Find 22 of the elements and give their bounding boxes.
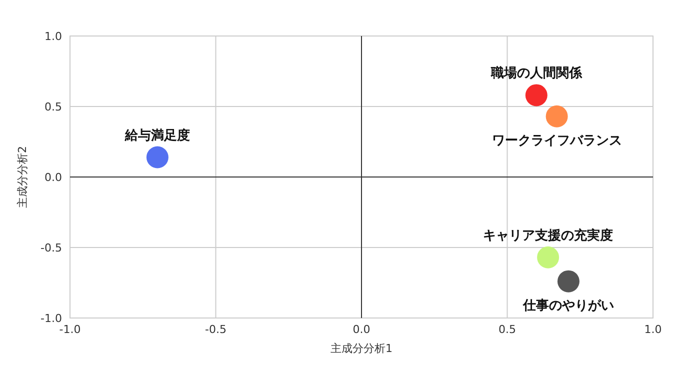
x-tick-label: -1.0 bbox=[59, 323, 81, 336]
series-label: キャリア支援の充実度 bbox=[483, 227, 614, 244]
y-tick-label: -0.5 bbox=[40, 242, 62, 254]
y-axis-title: 主成分分析2 bbox=[16, 146, 29, 208]
series-label: 仕事のやりがい bbox=[522, 298, 614, 314]
point bbox=[557, 270, 580, 292]
series-label: 給与満足度 bbox=[124, 127, 190, 144]
y-tick-label: 0.0 bbox=[44, 171, 62, 184]
x-tick-label: 0.5 bbox=[498, 323, 516, 336]
y-tick-label: -1.0 bbox=[40, 312, 62, 325]
point bbox=[146, 146, 168, 168]
x-tick-label: 0.0 bbox=[352, 323, 370, 336]
series-label: ワークライフバランス bbox=[492, 133, 622, 148]
point bbox=[525, 84, 548, 106]
series-label: 職場の人間関係 bbox=[490, 65, 583, 82]
x-axis-title: 主成分分析1 bbox=[330, 342, 392, 355]
y-tick-label: 1.0 bbox=[44, 30, 62, 43]
point bbox=[537, 246, 560, 268]
y-tick-label: 0.5 bbox=[44, 100, 62, 114]
x-tick-label: -0.5 bbox=[205, 323, 226, 336]
x-tick-label: 1.0 bbox=[644, 323, 662, 336]
point bbox=[546, 105, 568, 128]
